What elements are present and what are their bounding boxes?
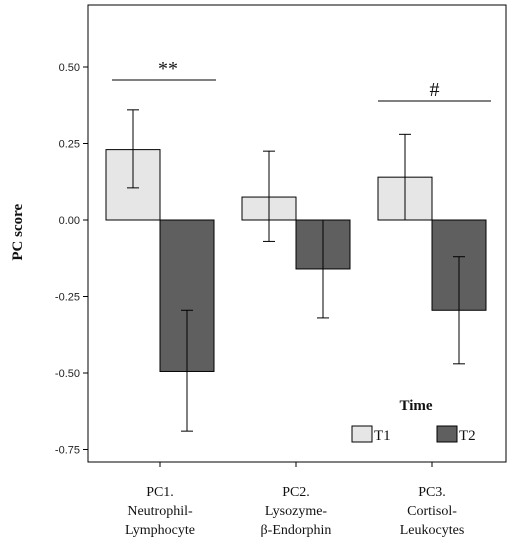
error-bar-t2-1 (181, 309, 193, 432)
legend-title: Time (399, 398, 432, 414)
x-tick-label: PC3. Cortisol-Leukocytes (400, 485, 465, 538)
y-tick-label: 0.00 (59, 215, 80, 227)
y-tick-label: -0.25 (55, 292, 80, 304)
y-tick-label: 0.25 (59, 139, 80, 151)
significance-marker: # (430, 79, 440, 101)
error-bar-t2-2 (317, 219, 329, 319)
legend-swatch (436, 425, 458, 443)
error-bars (127, 109, 465, 432)
y-tick-label: 0.50 (59, 62, 80, 74)
significance-annotations: ** # (112, 58, 491, 102)
plot-frame (87, 4, 507, 463)
y-tick-label: -0.75 (55, 445, 80, 457)
legend-item-t2: T2 (436, 425, 476, 444)
legend: Time T1 T2 (351, 398, 476, 444)
legend-item-t1: T1 (351, 425, 391, 444)
y-tick-label: -0.50 (55, 368, 80, 380)
y-axis-label: PC score (10, 204, 26, 261)
error-bar-t1-3 (399, 133, 411, 221)
legend-label: T2 (459, 428, 476, 444)
error-bar-t1-2 (263, 150, 275, 242)
legend-swatch (351, 425, 373, 443)
bars (105, 149, 487, 372)
x-tick-label: PC2. Lysozyme-β-Endorphin (261, 485, 332, 538)
significance-marker: ** (158, 58, 178, 80)
x-axis: PC1. Neutrophil-Lymphocyte PC2. Lysozyme-β-… (125, 462, 464, 538)
legend-label: T1 (374, 428, 391, 444)
x-tick-label: PC1. Neutrophil-Lymphocyte (125, 485, 195, 538)
y-axis: 0.50 0.25 0.00 -0.25 -0.50 -0.75 (55, 62, 88, 457)
error-bar-t2-3 (453, 256, 465, 365)
error-bar-t1-1 (127, 109, 139, 189)
